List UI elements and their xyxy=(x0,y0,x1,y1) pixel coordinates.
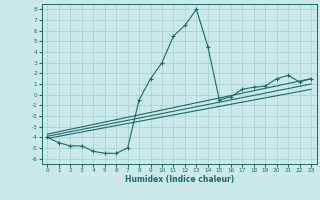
X-axis label: Humidex (Indice chaleur): Humidex (Indice chaleur) xyxy=(124,175,234,184)
